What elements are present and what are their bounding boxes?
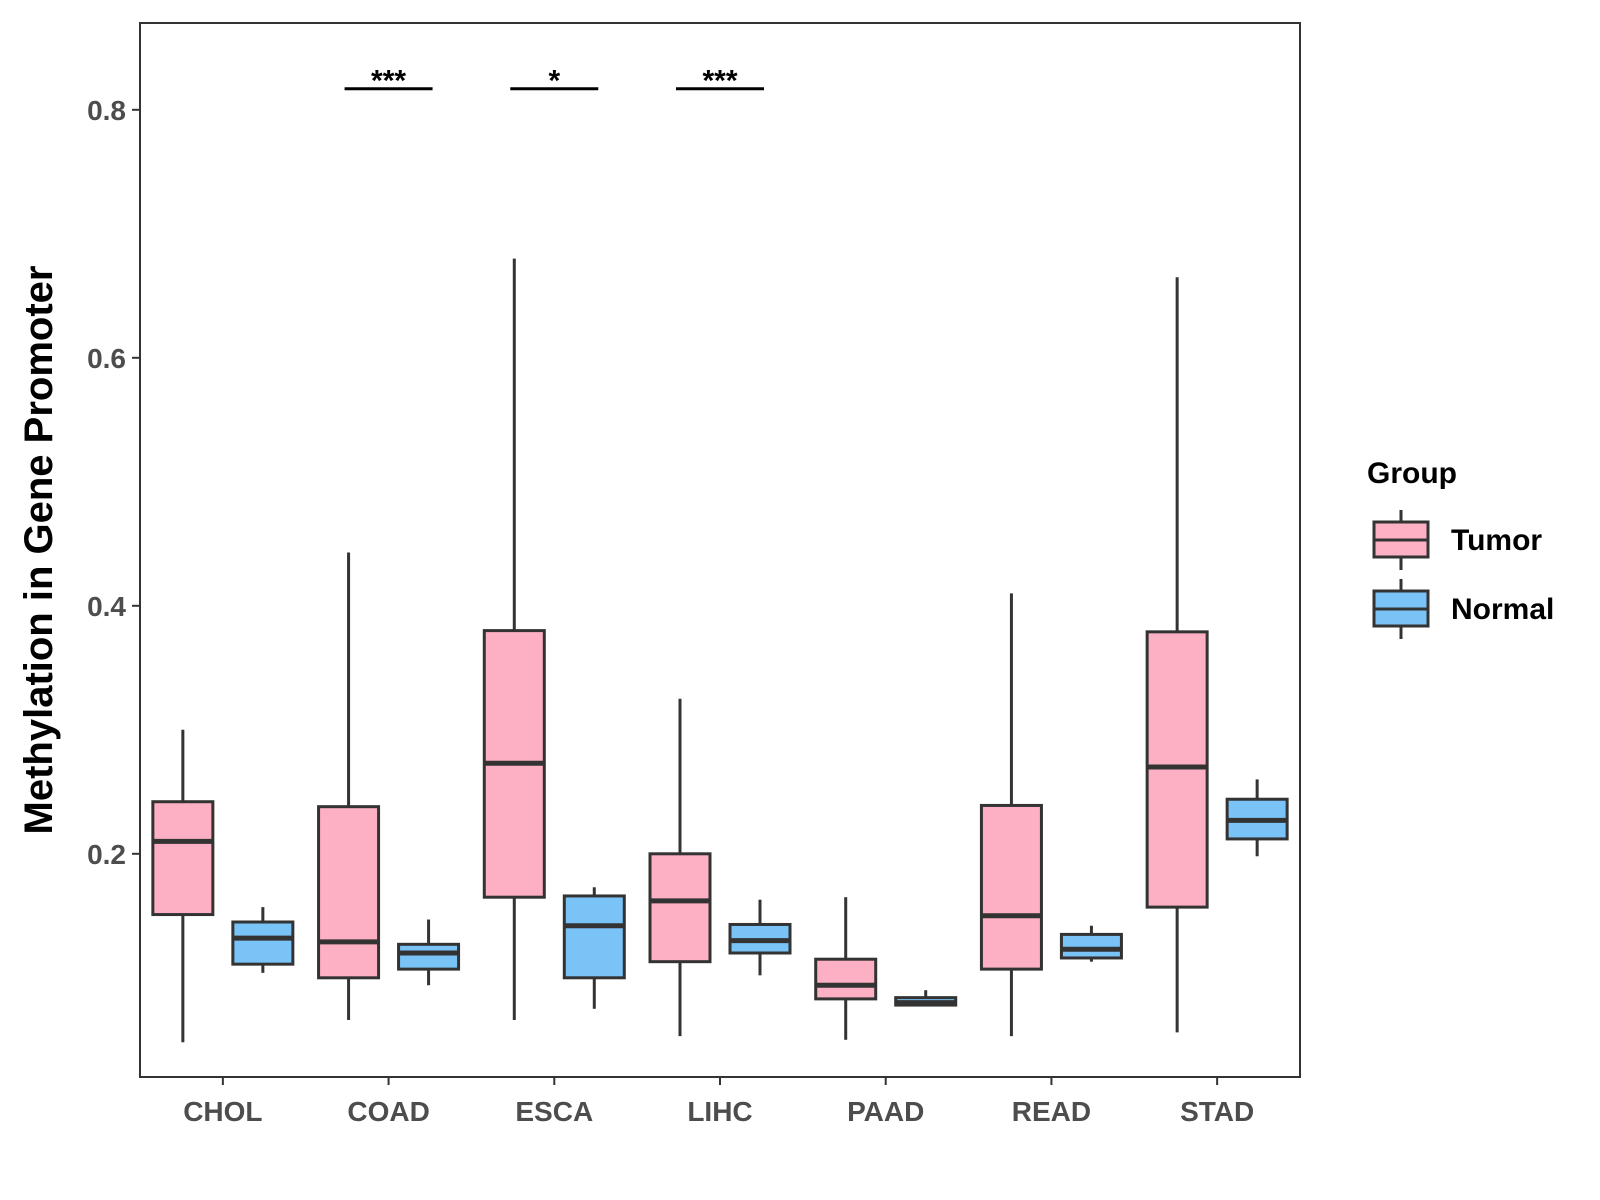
x-tick-label: ESCA [515, 1096, 593, 1127]
box-tumor-paad [814, 897, 878, 1040]
significance-label: * [548, 65, 560, 98]
box-iqr [979, 803, 1043, 971]
legend-label-normal: Normal [1451, 593, 1554, 626]
box-iqr [231, 920, 295, 966]
legend: Group Tumor Normal [1367, 457, 1554, 639]
legend-key-normal [1372, 579, 1430, 639]
box-normal-chol [231, 907, 295, 973]
significance-annotations: *** * *** [344, 65, 764, 98]
box-tumor-stad [1145, 277, 1209, 1033]
y-tick-label: 0.8 [87, 95, 126, 126]
box-tumor-coad [317, 552, 381, 1020]
y-tick-label: 0.4 [87, 591, 126, 622]
box-normal-stad [1225, 779, 1289, 857]
box-iqr [151, 800, 215, 917]
y-tick-label: 0.2 [87, 839, 126, 870]
y-tick-label: 0.6 [87, 343, 126, 374]
box-iqr [814, 957, 878, 1001]
legend-title: Group [1367, 457, 1457, 490]
box-iqr [397, 942, 461, 971]
box-tumor-read [979, 593, 1043, 1037]
box-normal-coad [397, 919, 461, 986]
y-axis-title: Methylation in Gene Promoter [17, 266, 61, 835]
x-tick-label: READ [1012, 1096, 1091, 1127]
box-normal-read [1059, 925, 1123, 962]
box-normal-esca [562, 887, 626, 1009]
box-iqr [317, 805, 381, 980]
box-tumor-lihc [648, 698, 712, 1037]
x-tick-label: LIHC [687, 1096, 752, 1127]
x-tick-label: PAAD [847, 1096, 924, 1127]
x-tick-label: CHOL [183, 1096, 262, 1127]
boxes [151, 258, 1289, 1043]
box-normal-lihc [728, 899, 792, 976]
legend-key-tumor [1372, 510, 1430, 570]
x-axis: CHOL COAD ESCA LIHC PAAD READ STAD [183, 1077, 1254, 1127]
box-normal-paad [894, 990, 958, 1007]
x-tick-label: STAD [1180, 1096, 1254, 1127]
legend-label-tumor: Tumor [1451, 524, 1542, 557]
box-tumor-esca [482, 258, 546, 1020]
box-tumor-chol [151, 729, 215, 1043]
plot-panel-border [139, 22, 1301, 1078]
box-iqr [1059, 932, 1123, 960]
box-iqr [562, 894, 626, 980]
x-tick-label: COAD [347, 1096, 429, 1127]
significance-label: *** [702, 65, 737, 98]
box-iqr [648, 852, 712, 964]
y-axis: 0.2 0.4 0.6 0.8 [87, 95, 140, 870]
significance-label: *** [371, 65, 406, 98]
